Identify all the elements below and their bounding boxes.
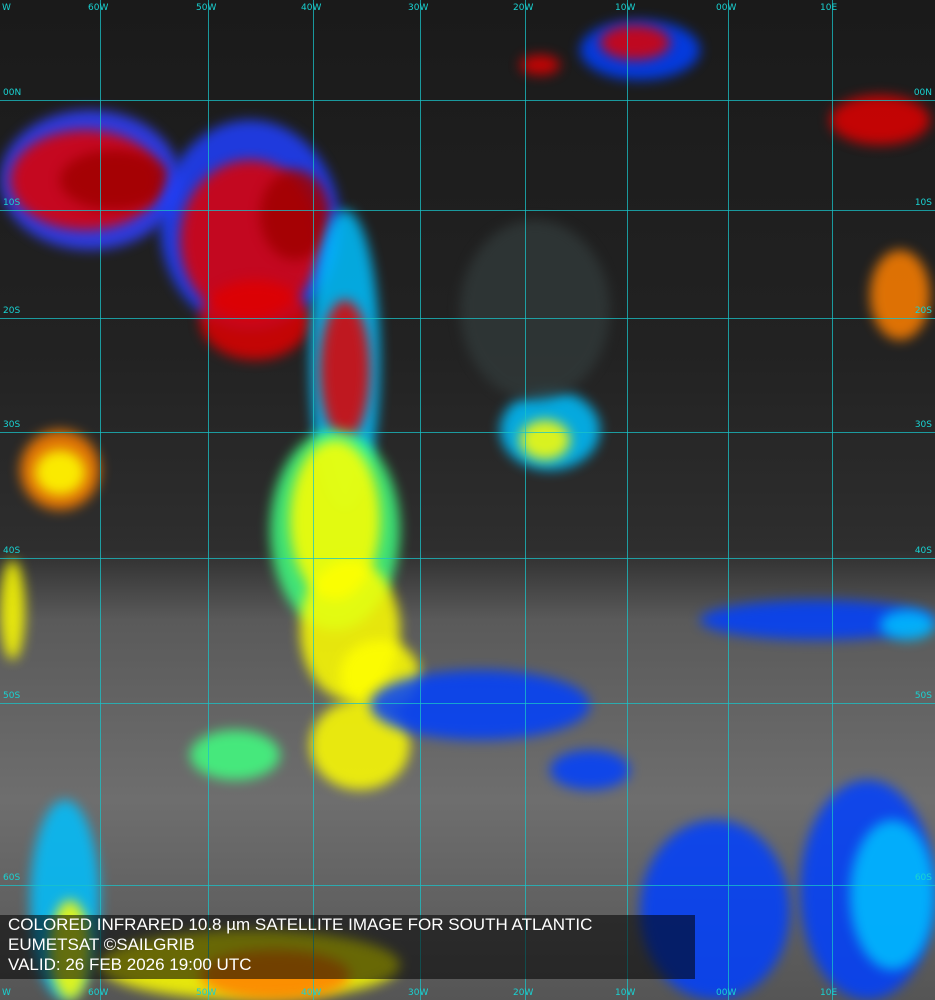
meridian-line xyxy=(832,0,833,1000)
parallel-line xyxy=(0,100,935,101)
latitude-label-right: 30S xyxy=(914,420,932,430)
latitude-label-left: 00N xyxy=(3,88,22,98)
cloud-mass xyxy=(370,670,590,740)
cloud-mass xyxy=(830,95,930,145)
cloud-mass xyxy=(260,170,330,260)
cloud-mass xyxy=(0,560,25,660)
meridian-line xyxy=(525,0,526,1000)
parallel-line xyxy=(0,432,935,433)
meridian-line xyxy=(313,0,314,1000)
latitude-label-right: 40S xyxy=(914,546,932,556)
parallel-line xyxy=(0,885,935,886)
cloud-mass xyxy=(520,55,560,75)
cloud-mass xyxy=(460,220,610,400)
latitude-label-right: 00N xyxy=(913,88,932,98)
meridian-line xyxy=(420,0,421,1000)
longitude-label: 20W xyxy=(513,3,534,13)
cloud-mass xyxy=(520,420,570,460)
latitude-label-right: 10S xyxy=(914,198,932,208)
lon-edge-label-bottom: W xyxy=(2,988,11,998)
longitude-label: 60W xyxy=(88,3,109,13)
cloud-mass xyxy=(550,750,630,790)
meridian-line xyxy=(208,0,209,1000)
cloud-mass xyxy=(35,450,85,495)
caption-title: COLORED INFRARED 10.8 µm SATELLITE IMAGE… xyxy=(8,915,593,934)
longitude-label: 40W xyxy=(301,3,322,13)
latitude-label-left: 60S xyxy=(3,873,21,883)
longitude-label: 10W xyxy=(615,988,636,998)
caption-box: COLORED INFRARED 10.8 µm SATELLITE IMAGE… xyxy=(0,915,695,979)
parallel-line xyxy=(0,210,935,211)
parallel-line xyxy=(0,318,935,319)
lon-edge-label: W xyxy=(2,3,11,13)
cloud-mass xyxy=(320,300,370,440)
parallel-line xyxy=(0,703,935,704)
longitude-label: 50W xyxy=(196,3,217,13)
cloud-mass xyxy=(850,820,935,970)
latitude-label-left: 10S xyxy=(3,198,21,208)
latitude-label-left: 50S xyxy=(3,691,21,701)
parallel-line xyxy=(0,558,935,559)
longitude-label: 40W xyxy=(301,988,322,998)
longitude-label: 60W xyxy=(88,988,109,998)
caption-valid-time: VALID: 26 FEB 2026 19:00 UTC xyxy=(8,955,252,974)
longitude-label: 10E xyxy=(820,988,838,998)
meridian-line xyxy=(627,0,628,1000)
latitude-label-right: 20S xyxy=(914,306,932,316)
longitude-label: 50W xyxy=(196,988,217,998)
cloud-mass xyxy=(880,610,935,640)
latitude-label-left: 20S xyxy=(3,306,21,316)
cloud-mass xyxy=(600,25,670,60)
meridian-line xyxy=(728,0,729,1000)
longitude-label: 10E xyxy=(820,3,838,13)
caption-credit: EUMETSAT ©SAILGRIB xyxy=(8,935,195,954)
latitude-label-left: 40S xyxy=(3,546,21,556)
cloud-mass xyxy=(870,250,930,340)
longitude-label: 00W xyxy=(716,988,737,998)
cloud-mass xyxy=(190,730,280,780)
longitude-label: 00W xyxy=(716,3,737,13)
longitude-label: 30W xyxy=(408,988,429,998)
longitude-label: 20W xyxy=(513,988,534,998)
cloud-mass xyxy=(60,150,170,210)
longitude-label: 30W xyxy=(408,3,429,13)
latitude-label-right: 50S xyxy=(914,691,932,701)
latitude-label-right: 60S xyxy=(914,873,932,883)
meridian-line xyxy=(100,0,101,1000)
cloud-mass xyxy=(200,280,310,360)
latitude-label-left: 30S xyxy=(3,420,21,430)
longitude-label: 10W xyxy=(615,3,636,13)
